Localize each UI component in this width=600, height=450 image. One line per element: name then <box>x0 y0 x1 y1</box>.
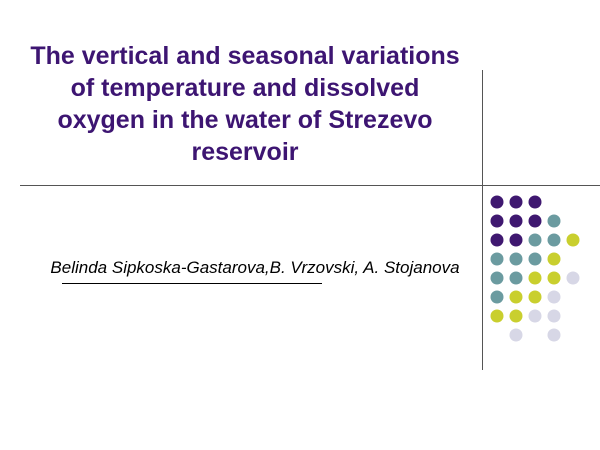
decorative-dot <box>547 214 561 228</box>
decorative-dot <box>528 214 542 228</box>
decorative-dot <box>547 309 561 323</box>
decorative-dot <box>490 309 504 323</box>
vertical-divider <box>482 70 483 370</box>
decorative-dot <box>566 233 580 247</box>
decorative-dot <box>490 214 504 228</box>
horizontal-divider <box>20 185 600 186</box>
decorative-dot <box>509 290 523 304</box>
authors-subtitle: Belinda Sipkoska-Gastarova,B. Vrzovski, … <box>50 258 460 277</box>
decorative-dot <box>566 271 580 285</box>
slide-title: The vertical and seasonal variations of … <box>30 42 460 166</box>
decorative-dot <box>509 271 523 285</box>
decorative-dot <box>528 252 542 266</box>
decorative-dot <box>528 233 542 247</box>
decorative-dot <box>490 271 504 285</box>
decorative-dot <box>528 290 542 304</box>
decorative-dot <box>528 195 542 209</box>
decorative-dot <box>509 328 523 342</box>
decorative-dot <box>509 309 523 323</box>
decorative-dot <box>509 214 523 228</box>
decorative-dot <box>547 271 561 285</box>
decorative-dot <box>547 290 561 304</box>
authors-underline <box>62 283 322 284</box>
decorative-dot <box>528 271 542 285</box>
decorative-dot <box>490 252 504 266</box>
decorative-dot <box>490 233 504 247</box>
decorative-dot <box>509 195 523 209</box>
decorative-dot <box>509 233 523 247</box>
decorative-dot <box>547 328 561 342</box>
decorative-dot <box>547 233 561 247</box>
decorative-dot <box>490 290 504 304</box>
decorative-dot <box>509 252 523 266</box>
decorative-dot <box>528 309 542 323</box>
decorative-dot <box>490 195 504 209</box>
decorative-dot <box>547 252 561 266</box>
